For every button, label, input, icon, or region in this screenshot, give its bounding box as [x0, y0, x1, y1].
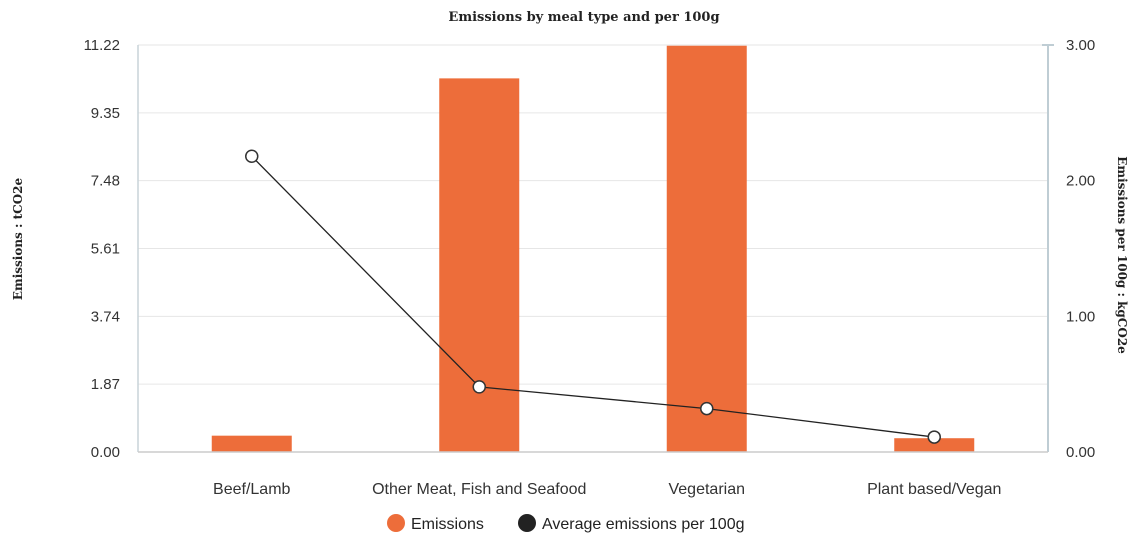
left-axis-title: Emissions : tCO2e	[11, 178, 25, 301]
point-average-emissions[interactable]	[472, 380, 486, 394]
point-average-emissions[interactable]	[700, 401, 714, 416]
bar-emissions[interactable]	[211, 435, 292, 452]
line-average-emissions	[251, 155, 935, 438]
right-axis-ticks: 0.00 1.00 2.00 3.00	[1066, 37, 1095, 461]
point-average-emissions[interactable]	[927, 430, 941, 444]
legend-item-average[interactable]: Average emissions per 100g	[518, 514, 745, 533]
left-tick-label: 0.00	[91, 444, 120, 461]
bar-emissions[interactable]	[666, 45, 747, 452]
left-tick-label: 7.48	[91, 173, 120, 190]
category-label: Other Meat, Fish and Seafood	[372, 481, 586, 498]
left-tick-label: 5.61	[91, 241, 120, 258]
bar-series	[211, 45, 975, 452]
category-label: Vegetarian	[668, 481, 745, 498]
legend-item-emissions[interactable]: Emissions	[387, 514, 484, 533]
left-tick-label: 1.87	[91, 376, 120, 393]
left-tick-label: 9.35	[91, 105, 120, 122]
right-tick-label: 3.00	[1066, 37, 1095, 54]
legend: Emissions Average emissions per 100g	[387, 514, 745, 533]
left-tick-label: 11.22	[84, 37, 120, 54]
right-tick-label: 2.00	[1066, 173, 1095, 190]
left-tick-label: 3.74	[91, 308, 120, 325]
legend-label-emissions: Emissions	[411, 516, 484, 533]
bar-emissions[interactable]	[439, 78, 520, 452]
right-tick-label: 1.00	[1066, 308, 1095, 325]
left-axis-ticks: 0.00 1.87 3.74 5.61 7.48 9.35 11.22	[84, 37, 120, 461]
legend-swatch-emissions	[387, 514, 405, 532]
category-label: Beef/Lamb	[213, 481, 290, 498]
legend-label-average: Average emissions per 100g	[542, 516, 745, 533]
right-axis-title: Emissions per 100g : kgCO2e	[1115, 156, 1129, 354]
category-labels: Beef/Lamb Other Meat, Fish and Seafood Veg…	[213, 481, 1001, 498]
point-average-emissions[interactable]	[245, 149, 259, 163]
category-label: Plant based/Vegan	[867, 481, 1001, 498]
bar-emissions[interactable]	[894, 438, 975, 452]
right-tick-label: 0.00	[1066, 444, 1095, 461]
legend-swatch-average	[518, 514, 536, 532]
line-series	[245, 149, 941, 444]
gridlines	[138, 44, 1048, 385]
axes	[137, 44, 1054, 453]
chart-title: Emissions by meal type and per 100g	[448, 10, 719, 25]
